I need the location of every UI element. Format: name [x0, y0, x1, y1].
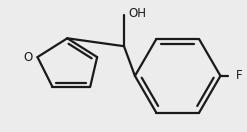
- Text: OH: OH: [128, 7, 146, 20]
- Text: O: O: [23, 51, 32, 64]
- Text: F: F: [236, 69, 243, 82]
